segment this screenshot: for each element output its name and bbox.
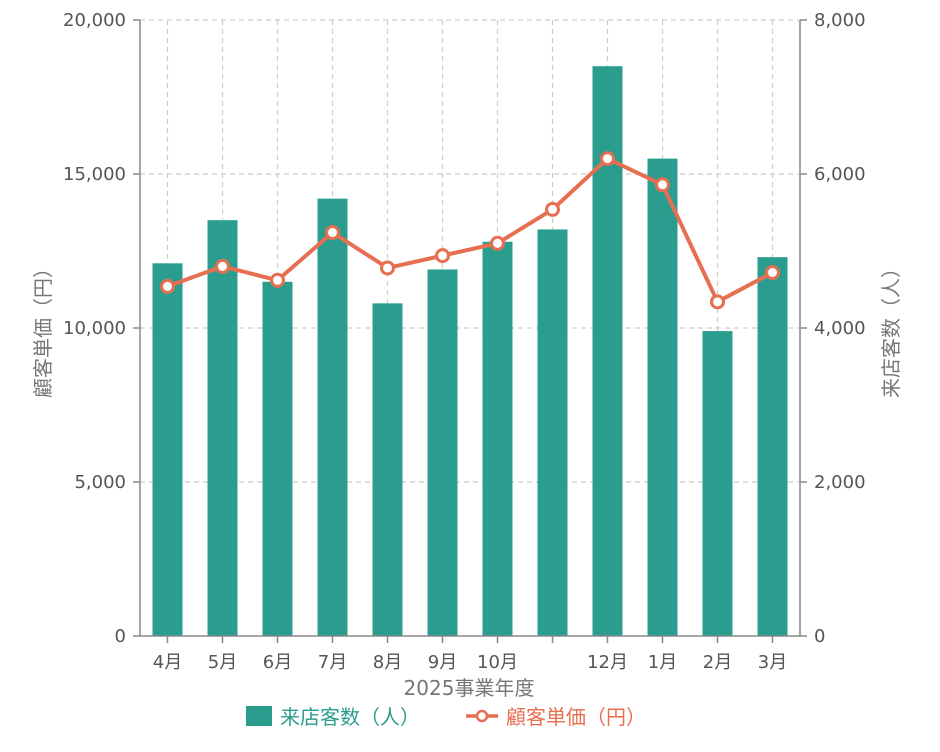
left-tick-label: 10,000 xyxy=(63,318,126,339)
line-point xyxy=(655,177,670,193)
bar-mark xyxy=(372,303,403,636)
line-point xyxy=(380,260,395,276)
line-point xyxy=(435,248,450,264)
x-tick-label: 3月 xyxy=(758,652,787,673)
x-tick-label: 4月 xyxy=(153,652,182,673)
legend-item-line-series[interactable]: 顧客単価（円） xyxy=(466,705,646,729)
grid xyxy=(140,19,800,636)
bar-mark xyxy=(537,229,568,636)
x-tick-label: 9月 xyxy=(428,652,457,673)
x-tick-label: 6月 xyxy=(263,652,292,673)
x-tick-label: 7月 xyxy=(318,652,347,673)
bar-mark xyxy=(482,241,513,636)
left-axis-title: 顧客単価（円） xyxy=(31,258,55,398)
bar-mark xyxy=(152,263,183,636)
bar-mark xyxy=(647,158,678,636)
x-tick-label: 12月 xyxy=(587,652,628,673)
legend-line-marker xyxy=(475,709,489,723)
right-tick-label: 2,000 xyxy=(814,472,866,493)
left-tick-label: 15,000 xyxy=(63,164,126,185)
legend-item-bar-series[interactable]: 来店客数（人） xyxy=(246,705,420,729)
line-point xyxy=(215,258,230,274)
x-tick-label: 2月 xyxy=(703,652,732,673)
line-point xyxy=(325,225,340,241)
bar-mark xyxy=(207,220,238,636)
right-axis-title: 来店客数（人） xyxy=(879,258,903,398)
line-point xyxy=(545,201,560,217)
bar-series xyxy=(152,66,788,636)
left-tick-label: 0 xyxy=(115,626,126,647)
x-tick-label: 1月 xyxy=(648,652,677,673)
x-tick-label: 5月 xyxy=(208,652,237,673)
left-tick-label: 20,000 xyxy=(63,10,126,31)
legend-bar-label: 来店客数（人） xyxy=(280,705,420,729)
bar-mark xyxy=(702,331,733,636)
legend-bar-swatch xyxy=(246,706,272,726)
bar-mark xyxy=(757,257,788,636)
left-tick-label: 5,000 xyxy=(74,472,126,493)
line-point xyxy=(710,294,725,310)
line-path xyxy=(166,156,774,304)
right-tick-label: 4,000 xyxy=(814,318,866,339)
x-axis-title: 2025事業年度 xyxy=(404,676,535,700)
right-tick-label: 0 xyxy=(814,626,825,647)
legend: 来店客数（人） 顧客単価（円） xyxy=(246,705,646,729)
line-point xyxy=(600,151,615,167)
line-point xyxy=(765,265,780,281)
line-series xyxy=(160,151,780,310)
line-point xyxy=(270,272,285,288)
x-tick-label: 8月 xyxy=(373,652,402,673)
line-point xyxy=(160,278,175,294)
right-tick-label: 6,000 xyxy=(814,164,866,185)
bar-mark xyxy=(262,281,293,636)
bar-mark xyxy=(427,269,458,636)
axes: 0 5,000 10,000 15,000 20,000 0 2,000 4,000 6,000… xyxy=(63,10,866,673)
bar-mark xyxy=(317,198,348,636)
line-point xyxy=(490,235,505,251)
x-tick-label: 10月 xyxy=(477,652,518,673)
right-tick-label: 8,000 xyxy=(814,10,866,31)
legend-line-label: 顧客単価（円） xyxy=(506,705,646,729)
